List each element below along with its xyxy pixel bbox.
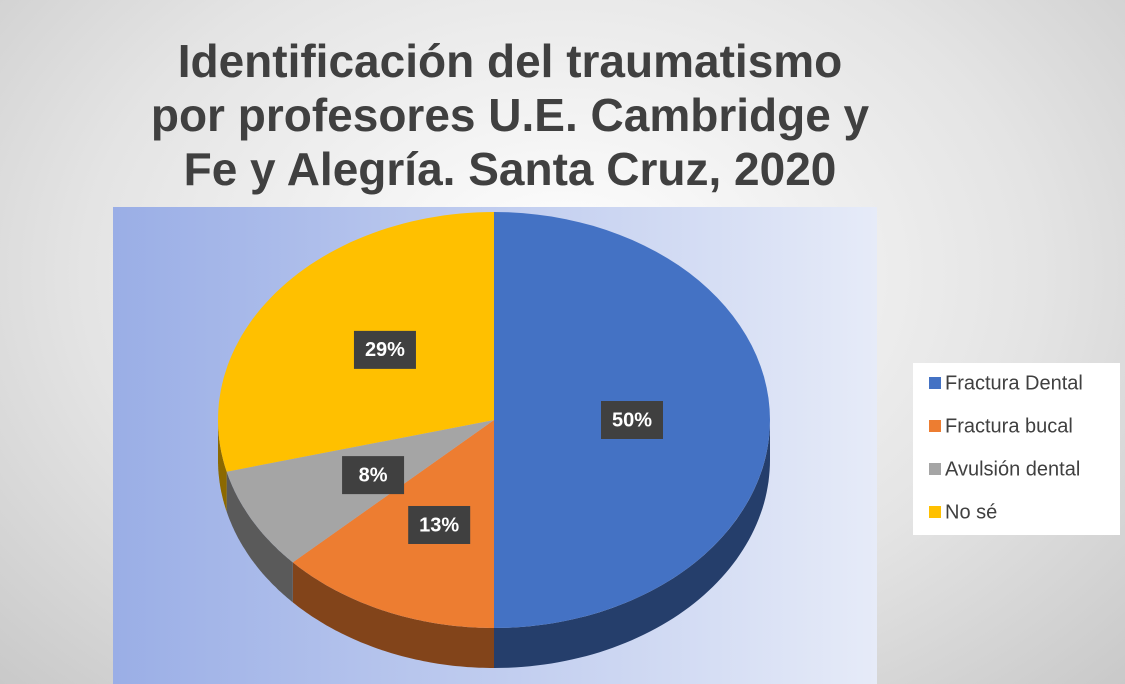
legend-label: Fractura bucal xyxy=(945,415,1073,437)
legend-label: Fractura Dental xyxy=(945,372,1083,394)
legend-swatch xyxy=(929,377,941,389)
slice-side xyxy=(494,420,770,668)
slice-side xyxy=(292,562,494,668)
legend-swatch xyxy=(929,506,941,518)
slice-side xyxy=(218,420,227,512)
data-label-box xyxy=(342,456,405,495)
legend-label: Avulsión dental xyxy=(945,458,1080,480)
data-label-box xyxy=(353,330,416,369)
data-label: 50% xyxy=(612,409,652,431)
legend-box xyxy=(913,363,1120,535)
chart-title: Identificación del traumatismo por profe… xyxy=(150,35,870,195)
legend-swatch xyxy=(929,420,941,432)
data-label-box xyxy=(601,401,663,439)
slice-side xyxy=(226,471,293,603)
legend-label: No sé xyxy=(945,501,997,523)
data-label: 29% xyxy=(365,339,405,361)
data-label-box xyxy=(408,505,471,544)
legend-swatch xyxy=(929,463,941,475)
data-label: 13% xyxy=(419,514,459,536)
slice xyxy=(292,420,494,628)
data-label: 8% xyxy=(359,464,388,486)
